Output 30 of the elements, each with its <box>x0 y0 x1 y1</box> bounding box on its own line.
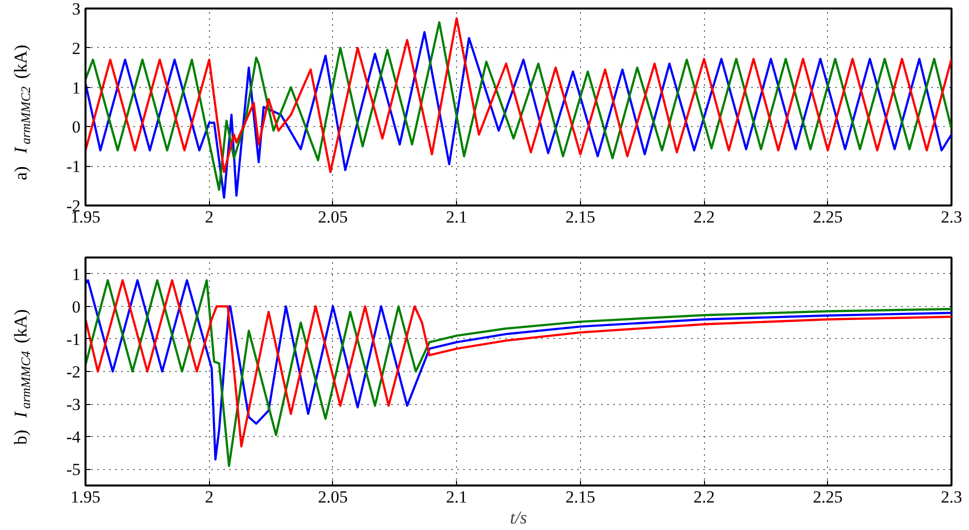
y-tick-label: 0 <box>72 118 80 137</box>
y-tick-label: 0 <box>72 297 80 316</box>
x-tick-label: 2 <box>204 488 214 506</box>
x-tick-label: 2.05 <box>318 208 348 226</box>
y-tick-label: -5 <box>66 460 81 480</box>
y-tick-label: 1 <box>72 78 80 98</box>
x-tick-label: 2.1 <box>446 208 468 226</box>
x-axis-title: t/s <box>510 508 528 528</box>
y-tick-label: -3 <box>66 395 81 414</box>
y-tick-label: 2 <box>72 38 80 58</box>
y-axis-title: b) IarmMMC4 (kA) <box>10 309 33 445</box>
x-tick-label: 2.15 <box>565 488 596 506</box>
x-tick-label: 2.2 <box>693 208 715 226</box>
x-tick-label: 1.95 <box>70 488 100 506</box>
y-tick-label: -1 <box>66 330 81 349</box>
x-tick-label: 2.3 <box>940 488 962 506</box>
x-tick-label: 2.2 <box>693 488 715 506</box>
x-tick-label: 2.05 <box>318 488 348 506</box>
x-tick-label: 2.25 <box>812 208 843 226</box>
y-tick-label: 3 <box>72 0 80 18</box>
x-tick-label: 2 <box>204 208 214 226</box>
x-tick-label: 2.25 <box>812 488 843 506</box>
x-tick-label: 2.1 <box>446 488 468 506</box>
x-tick-label: 2.3 <box>940 208 962 226</box>
y-tick-label: -1 <box>66 157 81 176</box>
y-tick-label: 1 <box>72 264 80 284</box>
y-tick-label: -4 <box>66 428 81 447</box>
x-tick-label: 2.15 <box>565 208 596 226</box>
y-tick-label: -2 <box>66 362 81 382</box>
y-axis-title: a) IarmMMC2 (kA) <box>10 44 33 180</box>
